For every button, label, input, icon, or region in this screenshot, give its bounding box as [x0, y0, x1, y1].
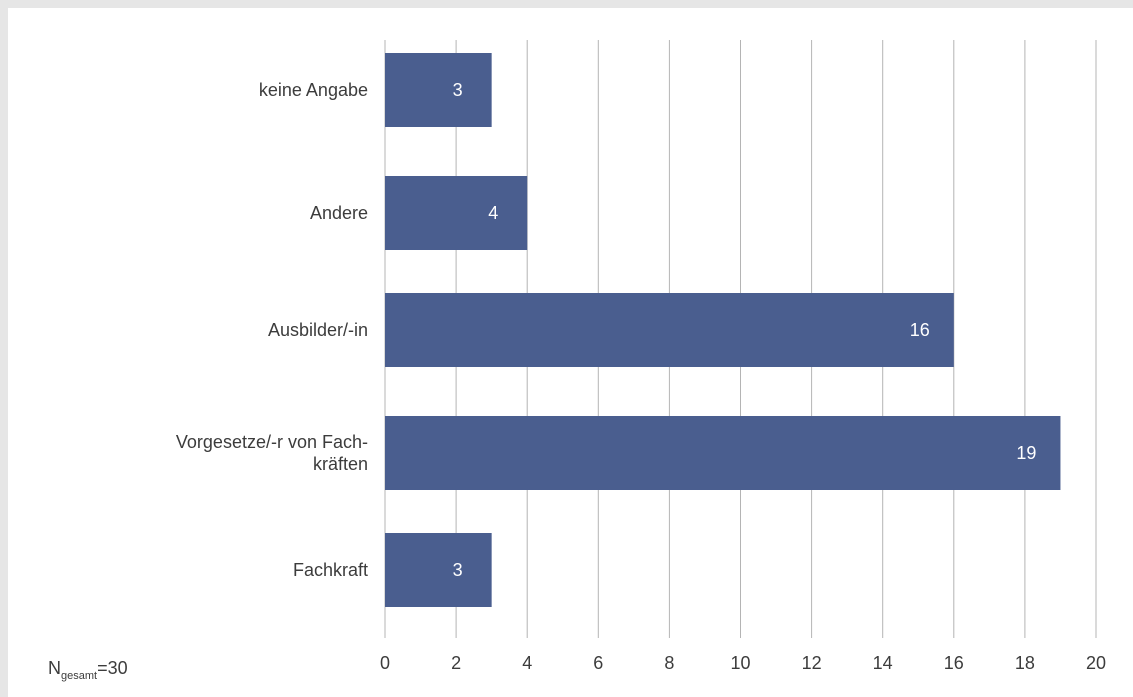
x-tick-label: 2 — [451, 653, 461, 673]
bar — [385, 53, 492, 127]
bar — [385, 416, 1061, 490]
x-tick-label: 16 — [944, 653, 964, 673]
bar-value-label: 19 — [1016, 443, 1036, 463]
bar-value-label: 3 — [453, 560, 463, 580]
bar — [385, 176, 528, 250]
x-tick-label: 8 — [664, 653, 674, 673]
x-tick-label: 4 — [522, 653, 532, 673]
bar — [385, 293, 954, 367]
sample-size-prefix: N — [48, 658, 61, 678]
category-label: Fachkraft — [293, 560, 368, 580]
chart-card: 0 2 4 6 8 10 12 14 16 18 20 3 keine Angabe 4 Andere 16 A… — [8, 8, 1133, 697]
x-tick-label: 14 — [873, 653, 893, 673]
category-label: Ausbilder/-in — [268, 320, 368, 340]
bar-chart: 0 2 4 6 8 10 12 14 16 18 20 3 keine Angabe 4 Andere 16 A… — [176, 40, 1106, 673]
sample-size-value: =30 — [97, 658, 128, 678]
x-tick-label: 6 — [593, 653, 603, 673]
bar-value-label: 4 — [488, 203, 498, 223]
x-tick-label: 20 — [1086, 653, 1106, 673]
x-tick-label: 18 — [1015, 653, 1035, 673]
category-label: keine Angabe — [259, 80, 368, 100]
x-tick-label: 12 — [802, 653, 822, 673]
sample-size-note: Ngesamt=30 — [48, 658, 128, 682]
bar-value-label: 16 — [910, 320, 930, 340]
sample-size-subscript: gesamt — [61, 670, 98, 682]
category-label: Andere — [310, 203, 368, 223]
bar — [385, 533, 492, 607]
bar-value-label: 3 — [453, 80, 463, 100]
x-tick-label: 0 — [380, 653, 390, 673]
category-label: Vorgesetze/-r von Fach-kräften — [176, 432, 368, 474]
x-tick-label: 10 — [730, 653, 750, 673]
